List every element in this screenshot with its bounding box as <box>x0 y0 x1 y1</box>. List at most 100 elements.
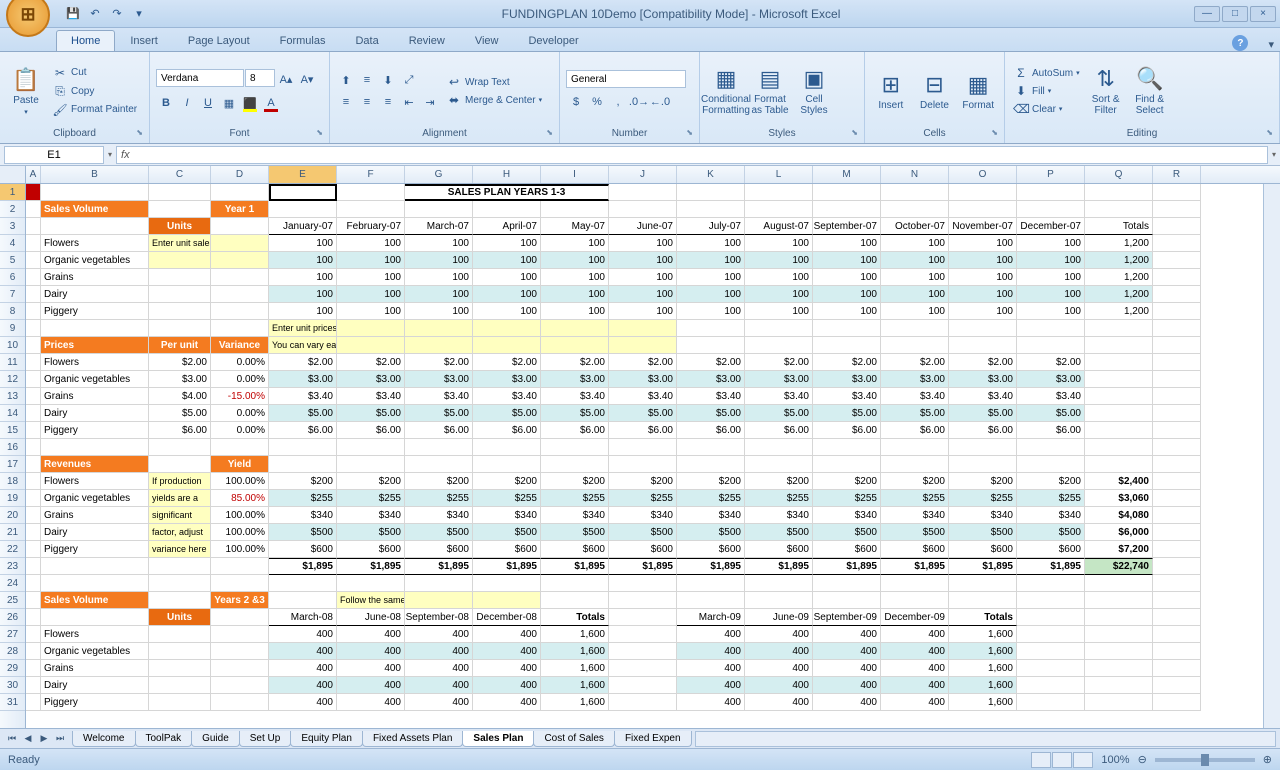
cell[interactable]: $4.00 <box>149 388 211 405</box>
cell[interactable]: 100 <box>813 286 881 303</box>
cell[interactable]: 100 <box>405 286 473 303</box>
cell[interactable] <box>1153 490 1201 507</box>
cell[interactable]: 100 <box>405 269 473 286</box>
cell[interactable] <box>1153 524 1201 541</box>
cell[interactable] <box>1153 626 1201 643</box>
cell[interactable]: 400 <box>473 694 541 711</box>
cell[interactable]: $1,895 <box>337 558 405 575</box>
autosum-button[interactable]: ΣAutoSum▾ <box>1011 65 1082 81</box>
cell[interactable]: 100 <box>1017 252 1085 269</box>
cell[interactable] <box>405 575 473 592</box>
cell[interactable] <box>1085 388 1153 405</box>
cell[interactable] <box>1153 184 1201 201</box>
cell[interactable]: 100 <box>609 235 677 252</box>
cell[interactable] <box>1017 694 1085 711</box>
cell[interactable] <box>813 184 881 201</box>
cell[interactable]: $340 <box>405 507 473 524</box>
cell[interactable]: $2.00 <box>541 354 609 371</box>
cell[interactable]: $500 <box>677 524 745 541</box>
cell[interactable]: 400 <box>337 626 405 643</box>
cell[interactable]: 100 <box>609 286 677 303</box>
cell[interactable]: Flowers <box>41 354 149 371</box>
cell[interactable] <box>1153 422 1201 439</box>
cell[interactable]: 100 <box>337 303 405 320</box>
cell[interactable]: $1,895 <box>949 558 1017 575</box>
cell[interactable]: 100 <box>745 269 813 286</box>
cell[interactable]: $1,895 <box>745 558 813 575</box>
cell[interactable]: $340 <box>949 507 1017 524</box>
cell[interactable]: 100 <box>949 286 1017 303</box>
cell[interactable] <box>26 694 41 711</box>
tab-data[interactable]: Data <box>340 30 393 51</box>
cell[interactable] <box>473 201 541 218</box>
cell[interactable]: $1,895 <box>541 558 609 575</box>
cell[interactable] <box>26 575 41 592</box>
cell[interactable]: $3.00 <box>1017 371 1085 388</box>
normal-view-button[interactable] <box>1031 752 1051 768</box>
row-header-26[interactable]: 26 <box>0 609 25 626</box>
tab-view[interactable]: View <box>460 30 514 51</box>
formula-input[interactable]: fx <box>116 146 1268 164</box>
cell[interactable]: 100 <box>541 252 609 269</box>
cell[interactable]: $3,060 <box>1085 490 1153 507</box>
tab-insert[interactable]: Insert <box>115 30 173 51</box>
fill-button[interactable]: ⬇Fill▾ <box>1011 83 1082 99</box>
cell[interactable] <box>337 456 405 473</box>
cell[interactable]: Units <box>149 218 211 235</box>
cell[interactable]: Enter unit prices here. <box>269 320 337 337</box>
cell[interactable]: $2.00 <box>473 354 541 371</box>
cell[interactable]: $2.00 <box>1017 354 1085 371</box>
cell[interactable]: $3.00 <box>609 371 677 388</box>
cell[interactable]: 400 <box>473 660 541 677</box>
cell[interactable]: 100 <box>813 252 881 269</box>
cell[interactable] <box>405 337 473 354</box>
cell[interactable] <box>26 252 41 269</box>
cell[interactable]: Revenues <box>41 456 149 473</box>
cell[interactable]: 100 <box>473 252 541 269</box>
cell[interactable]: 100.00% <box>211 473 269 490</box>
cell[interactable] <box>337 184 405 201</box>
col-header-A[interactable]: A <box>26 166 41 183</box>
cell[interactable]: $3.40 <box>609 388 677 405</box>
cell[interactable] <box>337 320 405 337</box>
row-header-30[interactable]: 30 <box>0 677 25 694</box>
row-header-24[interactable]: 24 <box>0 575 25 592</box>
cell[interactable] <box>41 439 149 456</box>
qat-dropdown-icon[interactable]: ▾ <box>130 5 148 23</box>
row-header-25[interactable]: 25 <box>0 592 25 609</box>
sheet-tab-cost-of-sales[interactable]: Cost of Sales <box>533 731 614 747</box>
cell[interactable] <box>1153 235 1201 252</box>
cell[interactable]: Dairy <box>41 677 149 694</box>
cell[interactable]: February-07 <box>337 218 405 235</box>
cell[interactable]: $6.00 <box>745 422 813 439</box>
format-button[interactable]: ▦Format <box>958 56 998 126</box>
cell[interactable] <box>269 439 337 456</box>
cell[interactable] <box>541 592 609 609</box>
undo-icon[interactable]: ↶ <box>86 5 104 23</box>
tab-next-button[interactable]: ▶ <box>36 731 52 747</box>
cell[interactable]: 400 <box>813 643 881 660</box>
increase-decimal-button[interactable]: .0→ <box>629 92 649 112</box>
cell[interactable]: 400 <box>813 677 881 694</box>
cell[interactable]: 400 <box>745 626 813 643</box>
cell[interactable]: 100 <box>813 235 881 252</box>
col-header-C[interactable]: C <box>149 166 211 183</box>
cell[interactable]: $600 <box>405 541 473 558</box>
cell[interactable]: 100 <box>745 235 813 252</box>
cell[interactable]: November-07 <box>949 218 1017 235</box>
font-name-input[interactable] <box>156 69 244 87</box>
cell[interactable]: Piggery <box>41 422 149 439</box>
row-header-16[interactable]: 16 <box>0 439 25 456</box>
cell[interactable]: September-09 <box>813 609 881 626</box>
cell[interactable]: September-07 <box>813 218 881 235</box>
cell[interactable]: 100 <box>745 303 813 320</box>
align-right-button[interactable]: ≡ <box>378 92 398 112</box>
cell[interactable] <box>41 575 149 592</box>
cell[interactable]: $3.00 <box>813 371 881 388</box>
cell[interactable]: 400 <box>473 643 541 660</box>
cells-area[interactable]: SALES PLAN YEARS 1-3Sales VolumeYear 1Un… <box>26 184 1280 728</box>
cell[interactable]: $3.00 <box>677 371 745 388</box>
cell[interactable] <box>541 320 609 337</box>
cell[interactable]: 0.00% <box>211 405 269 422</box>
cell[interactable] <box>269 592 337 609</box>
